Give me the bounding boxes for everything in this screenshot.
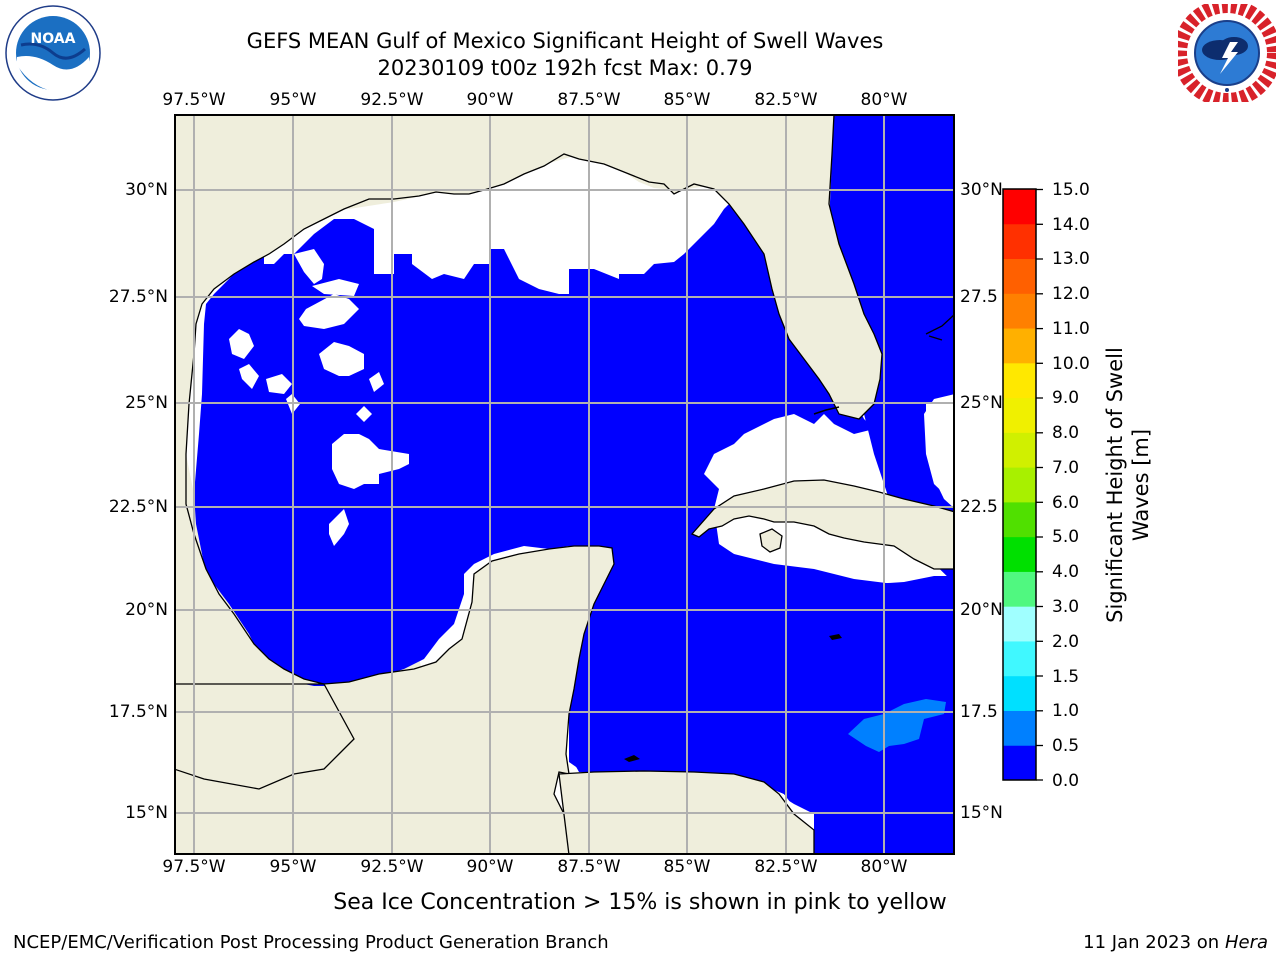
chart-subtitle: 20230109 t00z 192h fcst Max: 0.79 [377, 56, 753, 80]
sea-ice-caption: Sea Ice Concentration > 15% is shown in … [333, 890, 947, 915]
colorbar-tick-label: 0.5 [1052, 736, 1080, 756]
colorbar-bin [1003, 397, 1036, 433]
colorbar-ticks [1036, 188, 1043, 781]
land-cayman [624, 755, 640, 762]
lon-label-top: 80°W [860, 90, 908, 110]
colorbar-bin [1003, 467, 1036, 503]
colorbar-tick-label: 2.0 [1052, 632, 1080, 652]
lon-label-top: 85°W [663, 90, 711, 110]
colorbar-bin [1003, 328, 1036, 364]
colorbar-bin [1003, 432, 1036, 468]
chart-title: GEFS MEAN Gulf of Mexico Significant Hei… [246, 29, 884, 53]
lat-label-right: 25°N [960, 393, 1003, 413]
footer-host: Hera [1224, 932, 1268, 953]
lon-label-top: 97.5°W [162, 90, 226, 110]
lon-label-bottom: 95°W [269, 857, 317, 877]
lat-label-right: 17.5 [960, 702, 998, 722]
colorbar-label: Significant Height of Swell Waves [m] [1103, 347, 1153, 623]
lat-label-right: 20°N [960, 600, 1003, 620]
colorbar-bin [1003, 710, 1036, 746]
land-cuba-isle [759, 528, 783, 553]
colorbar-bin [1003, 362, 1036, 399]
colorbar-tick-label: 1.0 [1052, 701, 1080, 721]
lat-label-left: 17.5°N [108, 702, 168, 722]
colorbar-tick-label: 12.0 [1052, 284, 1090, 304]
colorbar-bin [1003, 606, 1036, 642]
colorbar-bin [1003, 189, 1036, 225]
lat-label-right: 22.5 [960, 497, 998, 517]
map-frame [174, 114, 955, 855]
lat-label-right: 30°N [960, 180, 1003, 200]
lon-label-bottom: 80°W [860, 857, 908, 877]
lon-label-top: 87.5°W [557, 90, 621, 110]
land-yucatan [174, 545, 615, 855]
lat-label-left: 20°N [125, 600, 168, 620]
lon-label-bottom: 82.5°W [754, 857, 818, 877]
lat-label-left: 25°N [125, 393, 168, 413]
colorbar-bin [1003, 501, 1036, 538]
footer-date: 11 Jan 2023 on Hera [1083, 932, 1268, 953]
lon-label-bottom: 97.5°W [162, 857, 226, 877]
colorbar-bin [1003, 223, 1036, 260]
land-bahamas [925, 313, 955, 341]
lat-label-right: 15°N [960, 803, 1003, 823]
map-panel [174, 114, 955, 855]
footer-credit: NCEP/EMC/Verification Post Processing Pr… [13, 932, 609, 953]
colorbar-tick-label: 10.0 [1052, 354, 1090, 374]
colorbar-tick-label: 4.0 [1052, 562, 1080, 582]
colorbar-tick-label: 8.0 [1052, 423, 1080, 443]
colorbar-bin [1003, 293, 1036, 329]
colorbar-tick-label: 0.0 [1052, 771, 1080, 791]
colorbar-tick-label: 1.5 [1052, 667, 1080, 687]
graticule [174, 114, 955, 855]
lat-label-left: 22.5°N [108, 497, 168, 517]
lon-label-top: 82.5°W [754, 90, 818, 110]
colorbar-frame [1002, 188, 1037, 781]
colorbar-tick-label: 3.0 [1052, 597, 1080, 617]
land-us-gulf-coast [174, 114, 883, 685]
lon-label-bottom: 87.5°W [557, 857, 621, 877]
lat-label-right: 27.5 [960, 287, 998, 307]
lon-label-top: 92.5°W [360, 90, 424, 110]
colorbar-bin [1003, 640, 1036, 677]
lat-label-left: 30°N [125, 180, 168, 200]
colorbar-tick-label: 6.0 [1052, 493, 1080, 513]
colorbar-bin [1003, 571, 1036, 607]
colorbar-tick-label: 5.0 [1052, 527, 1080, 547]
colorbar [1002, 188, 1043, 781]
colorbar-tick-label: 15.0 [1052, 180, 1090, 200]
land-cuba [690, 479, 955, 570]
noaa-logo-text: NOAA [31, 31, 76, 47]
atlantic-swell-field [829, 114, 955, 584]
colorbar-bin [1003, 675, 1036, 711]
lat-label-left: 27.5°N [108, 287, 168, 307]
nws-logo [1173, 0, 1280, 107]
footer-date-text: 11 Jan 2023 on [1083, 932, 1225, 953]
colorbar-bin [1003, 536, 1036, 572]
lon-label-top: 95°W [269, 90, 317, 110]
caribbean-swell-field [569, 534, 955, 855]
lon-label-bottom: 85°W [663, 857, 711, 877]
lat-label-left: 15°N [125, 803, 168, 823]
colorbar-tick-label: 11.0 [1052, 319, 1090, 339]
colorbar-tick-label: 7.0 [1052, 458, 1080, 478]
lon-label-bottom: 92.5°W [360, 857, 424, 877]
lon-label-bottom: 90°W [466, 857, 514, 877]
colorbar-tick-label: 14.0 [1052, 215, 1090, 235]
colorbar-tick-label: 9.0 [1052, 388, 1080, 408]
colorbar-tick-label: 13.0 [1052, 249, 1090, 269]
colorbar-bin [1003, 258, 1036, 294]
land-jamaica [829, 634, 842, 640]
colorbar-bin [1003, 745, 1036, 781]
lon-label-top: 90°W [466, 90, 514, 110]
noaa-logo: NOAA [5, 5, 101, 101]
colorbar-bins [1003, 189, 1036, 781]
land-keys [813, 406, 840, 415]
